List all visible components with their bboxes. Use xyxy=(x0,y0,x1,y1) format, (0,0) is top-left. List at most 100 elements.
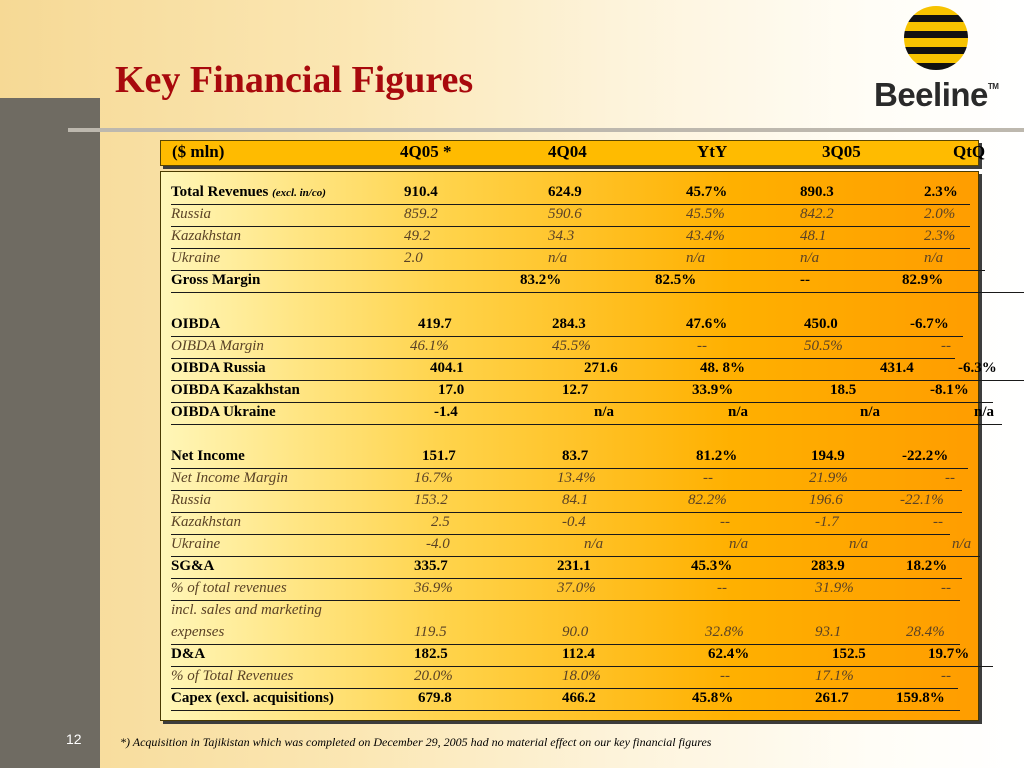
table-cell: 47.6% xyxy=(686,316,728,332)
table-cell: n/a xyxy=(924,250,944,266)
table-cell: 624.9 xyxy=(548,184,582,200)
table-cell: 335.7 xyxy=(414,558,448,574)
row-label-text: Net Income xyxy=(171,448,245,464)
table-cell: 196.6 xyxy=(809,492,843,508)
slide-number: 12 xyxy=(66,731,82,747)
table-cell: -- xyxy=(933,514,943,530)
table-cell: -- xyxy=(720,668,730,684)
table-cell: -22.2% xyxy=(902,448,949,464)
table-cell: -- xyxy=(720,514,730,530)
table-cell: 49.2 xyxy=(404,228,431,244)
row-label: D&A xyxy=(171,646,205,663)
table-cell: n/a xyxy=(974,404,995,420)
table-cell: 2.0% xyxy=(924,206,956,222)
row-label-text: Gross Margin xyxy=(171,272,261,288)
table-header-box xyxy=(160,140,979,166)
table-cell: 33.9% xyxy=(692,382,734,398)
row-label: Kazakhstan xyxy=(171,228,241,245)
table-cell: n/a xyxy=(594,404,615,420)
row-label: Ukraine xyxy=(171,250,220,267)
table-cell: 153.2 xyxy=(414,492,448,508)
beeline-logo: BeelineTM xyxy=(872,6,1017,118)
table-cell: 46.1% xyxy=(410,338,449,354)
table-cell: 590.6 xyxy=(548,206,582,222)
table-cell: 82.9% xyxy=(902,272,944,288)
table-row: Gross Margin 83.2% 82.5% -- 82.9% xyxy=(171,270,1024,293)
table-cell: 679.8 xyxy=(418,690,452,706)
row-label: SG&A xyxy=(171,558,214,575)
table-cell: 284.3 xyxy=(552,316,586,332)
table-cell: 842.2 xyxy=(800,206,834,222)
table-row: Net Income Margin 16.7% 13.4% -- 21.9% -- xyxy=(171,468,962,491)
table-row: % of total revenues 36.9% 37.0% -- 31.9% -- xyxy=(171,578,960,601)
header-cell: YtY xyxy=(697,142,728,161)
table-row: OIBDA Kazakhstan 17.0 12.7 33.9% 18.5 -8.1% xyxy=(171,380,993,403)
row-label-text: Kazakhstan xyxy=(171,228,242,244)
header-cell: ($ mln) xyxy=(172,142,225,161)
table-cell: 18.2% xyxy=(906,558,948,574)
row-label: Net Income Margin xyxy=(171,470,288,487)
table-cell: 450.0 xyxy=(804,316,838,332)
header-cell: 3Q05 xyxy=(822,142,861,161)
table-cell: -- xyxy=(941,580,951,596)
table-cell: 419.7 xyxy=(418,316,452,332)
table-cell: 2.0 xyxy=(404,250,423,266)
table-cell: 404.1 xyxy=(430,360,464,376)
table-cell: 45.5% xyxy=(552,338,591,354)
table-cell: 12.7 xyxy=(562,382,589,398)
row-label-text: expenses xyxy=(171,624,225,640)
table-cell: -1.4 xyxy=(434,404,458,420)
row-label-text: Russia xyxy=(171,206,212,222)
table-cell: -8.1% xyxy=(930,382,969,398)
table-cell: -6.3% xyxy=(958,360,997,376)
header-cell: 4Q05 * xyxy=(400,142,452,161)
row-label-text: Total Revenues xyxy=(171,184,269,200)
header-cell: 4Q04 xyxy=(548,142,587,161)
table-row: incl. sales and marketing xyxy=(171,600,356,622)
table-cell: 910.4 xyxy=(404,184,438,200)
row-label-text: OIBDA Kazakhstan xyxy=(171,382,300,398)
table-row: Net Income 151.7 83.7 81.2% 194.9 -22.2% xyxy=(171,446,968,469)
table-cell: 90.0 xyxy=(562,624,589,640)
table-cell: -- xyxy=(945,470,955,486)
row-label: % of total revenues xyxy=(171,580,287,597)
table-cell: 152.5 xyxy=(832,646,866,662)
table-cell: 182.5 xyxy=(414,646,448,662)
table-cell: 36.9% xyxy=(414,580,453,596)
row-label: OIBDA Ukraine xyxy=(171,404,276,421)
logo-text: Beeline xyxy=(874,76,988,113)
table-cell: 82.5% xyxy=(655,272,697,288)
table-cell: -- xyxy=(941,668,951,684)
table-cell: -- xyxy=(717,580,727,596)
table-cell: 19.7% xyxy=(928,646,970,662)
table-row: D&A 182.5 112.4 62.4% 152.5 19.7% xyxy=(171,644,993,667)
table-cell: 18.5 xyxy=(830,382,857,398)
table-cell: 2.5 xyxy=(431,514,450,530)
row-label: Russia xyxy=(171,492,211,509)
table-cell: 231.1 xyxy=(557,558,591,574)
row-label-text: Capex (excl. acquisitions) xyxy=(171,690,334,706)
table-cell: 431.4 xyxy=(880,360,914,376)
table-cell: 32.8% xyxy=(705,624,744,640)
table-cell: n/a xyxy=(952,536,972,552)
footnote: *) Acquisition in Tajikistan which was c… xyxy=(120,735,712,749)
row-label-text: D&A xyxy=(171,646,206,662)
table-cell: -4.0 xyxy=(426,536,450,552)
table-cell: n/a xyxy=(548,250,568,266)
row-label: Capex (excl. acquisitions) xyxy=(171,690,334,707)
row-label-text: Russia xyxy=(171,492,212,508)
table-cell: 81.2% xyxy=(696,448,738,464)
table-cell: n/a xyxy=(729,536,749,552)
table-cell: -0.4 xyxy=(562,514,586,530)
table-row: Capex (excl. acquisitions) 679.8 466.2 45.8… xyxy=(171,688,960,711)
row-label: incl. sales and marketing xyxy=(171,602,322,619)
table-cell: 283.9 xyxy=(811,558,845,574)
row-label-text: OIBDA xyxy=(171,316,221,332)
table-cell: 466.2 xyxy=(562,690,596,706)
table-cell: 17.1% xyxy=(815,668,854,684)
row-label-text: OIBDA Russia xyxy=(171,360,266,376)
table-cell: 84.1 xyxy=(562,492,589,508)
row-label-text: % of Total Revenues xyxy=(171,668,294,684)
table-cell: 93.1 xyxy=(815,624,842,640)
table-cell: 119.5 xyxy=(414,624,447,640)
